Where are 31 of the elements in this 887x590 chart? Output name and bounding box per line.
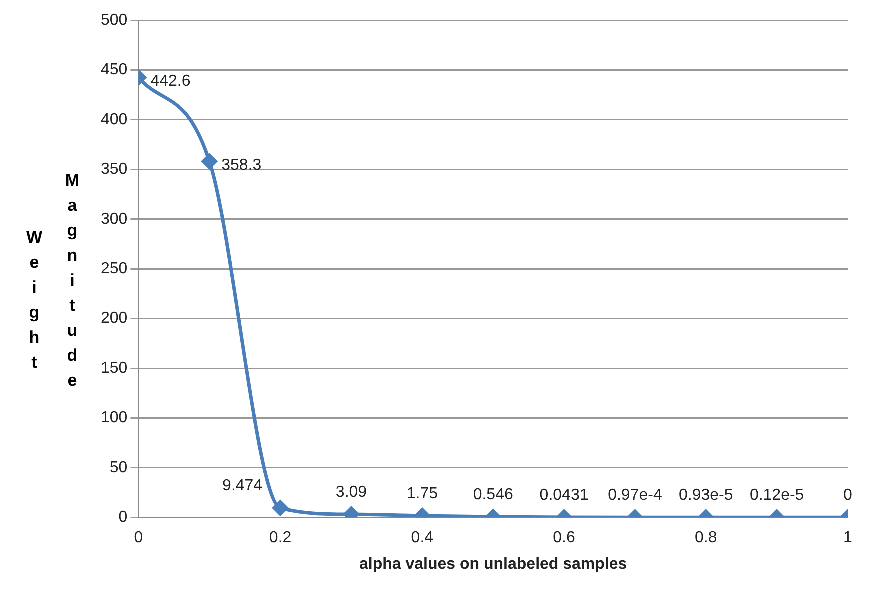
y-tick-label: 150: [100, 360, 128, 377]
y-tick-label: 400: [100, 111, 128, 128]
point: [202, 154, 218, 170]
y-tick-label: 100: [100, 410, 128, 427]
data-label: 0.546: [473, 486, 514, 504]
y-tick-label: 350: [100, 161, 128, 178]
y-tick-label: 450: [100, 62, 128, 79]
data-label: 442.6: [150, 73, 191, 90]
x-tick-label: 0.2: [269, 530, 292, 547]
y-tick-label: 250: [100, 260, 128, 278]
data-label: 0.12e-5: [750, 487, 804, 504]
data-label: 9.474: [222, 478, 263, 495]
data-label: 358.3: [222, 156, 262, 174]
y-tick-label: 200: [100, 310, 128, 328]
y-tick-label: 50: [110, 459, 128, 476]
x-tick-label: 0: [134, 530, 144, 547]
data-label: 0.93e-5: [679, 487, 734, 504]
data-label: 0.97e-4: [608, 487, 662, 504]
x-axis-title: alpha values on unlabeled samples: [360, 556, 628, 573]
y-tick-label: 500: [100, 12, 128, 30]
data-label: 0.0431: [540, 486, 589, 504]
y-tick-label: 0: [118, 509, 128, 526]
data-label: 3.09: [336, 484, 368, 501]
y-tick-label: 300: [100, 210, 128, 228]
x-tick-label: 0.6: [553, 530, 576, 547]
data-label: 0: [844, 487, 853, 504]
x-tick-label: 0.8: [695, 530, 718, 547]
x-tick-label: 0.4: [411, 530, 434, 547]
x-tick-label: 1: [844, 530, 853, 547]
data-label: 1.75: [406, 485, 438, 502]
y-axis-title: Weight Magnitude: [24, 170, 82, 396]
